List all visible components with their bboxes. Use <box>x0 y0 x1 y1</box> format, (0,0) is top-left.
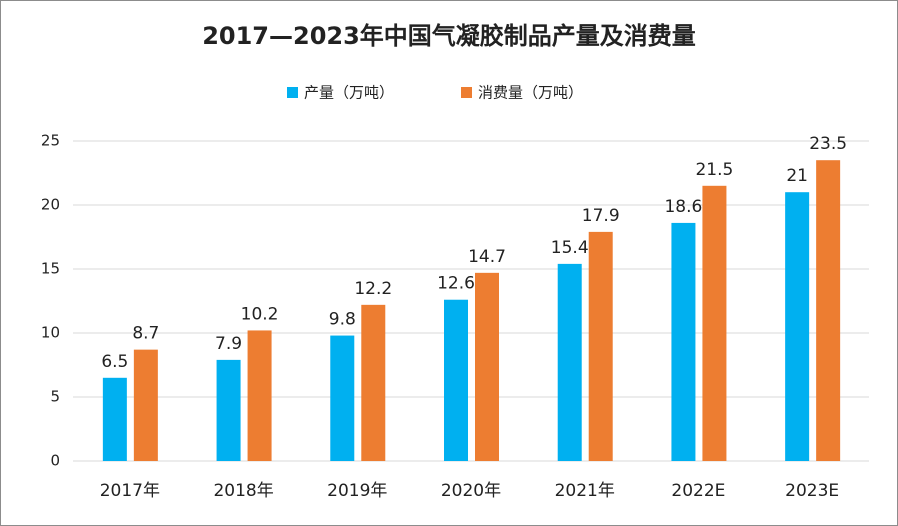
x-tick-label: 2019年 <box>327 481 387 501</box>
chart-title: 2017—2023年中国气凝胶制品产量及消费量 <box>202 22 696 50</box>
x-tick-label: 2023E <box>785 481 839 501</box>
bar <box>816 160 841 461</box>
x-tick-label: 2017年 <box>100 481 160 501</box>
bar <box>133 349 158 461</box>
x-tick-label: 2020年 <box>441 481 501 501</box>
data-label: 23.5 <box>809 134 847 154</box>
bar <box>702 185 727 462</box>
bar <box>785 192 810 461</box>
data-label: 7.9 <box>215 334 242 354</box>
bar <box>330 335 355 461</box>
data-label: 15.4 <box>551 238 589 258</box>
data-label: 10.2 <box>241 304 279 324</box>
legend-swatch <box>461 87 472 98</box>
data-label: 21 <box>786 166 808 186</box>
bar <box>557 263 582 461</box>
y-tick-label: 25 <box>41 132 60 150</box>
bar <box>671 222 696 461</box>
x-tick-label: 2018年 <box>213 481 273 501</box>
legend-swatch <box>287 87 298 98</box>
bar <box>361 304 386 461</box>
bar <box>444 299 468 461</box>
bar <box>216 359 241 461</box>
bar <box>475 272 499 461</box>
data-label: 6.5 <box>101 352 128 372</box>
x-tick-label: 2021年 <box>555 481 615 501</box>
y-tick-label: 5 <box>50 388 60 406</box>
data-label: 8.7 <box>132 324 159 344</box>
x-tick-label: 2022E <box>671 481 725 501</box>
y-tick-label: 20 <box>41 196 60 214</box>
y-tick-label: 10 <box>41 324 60 342</box>
y-tick-label: 0 <box>50 452 60 470</box>
data-label: 9.8 <box>329 310 356 330</box>
bar <box>247 330 272 461</box>
data-label: 18.6 <box>664 197 702 217</box>
data-label: 14.7 <box>468 247 506 267</box>
data-label: 17.9 <box>582 206 620 226</box>
legend-label: 消费量（万吨） <box>478 84 583 102</box>
legend-label: 产量（万吨） <box>304 84 394 102</box>
bar <box>102 377 127 461</box>
bar <box>588 231 613 461</box>
data-label: 12.6 <box>437 274 475 294</box>
data-label: 21.5 <box>695 160 733 180</box>
y-tick-label: 15 <box>41 260 60 278</box>
data-label: 12.2 <box>354 279 392 299</box>
